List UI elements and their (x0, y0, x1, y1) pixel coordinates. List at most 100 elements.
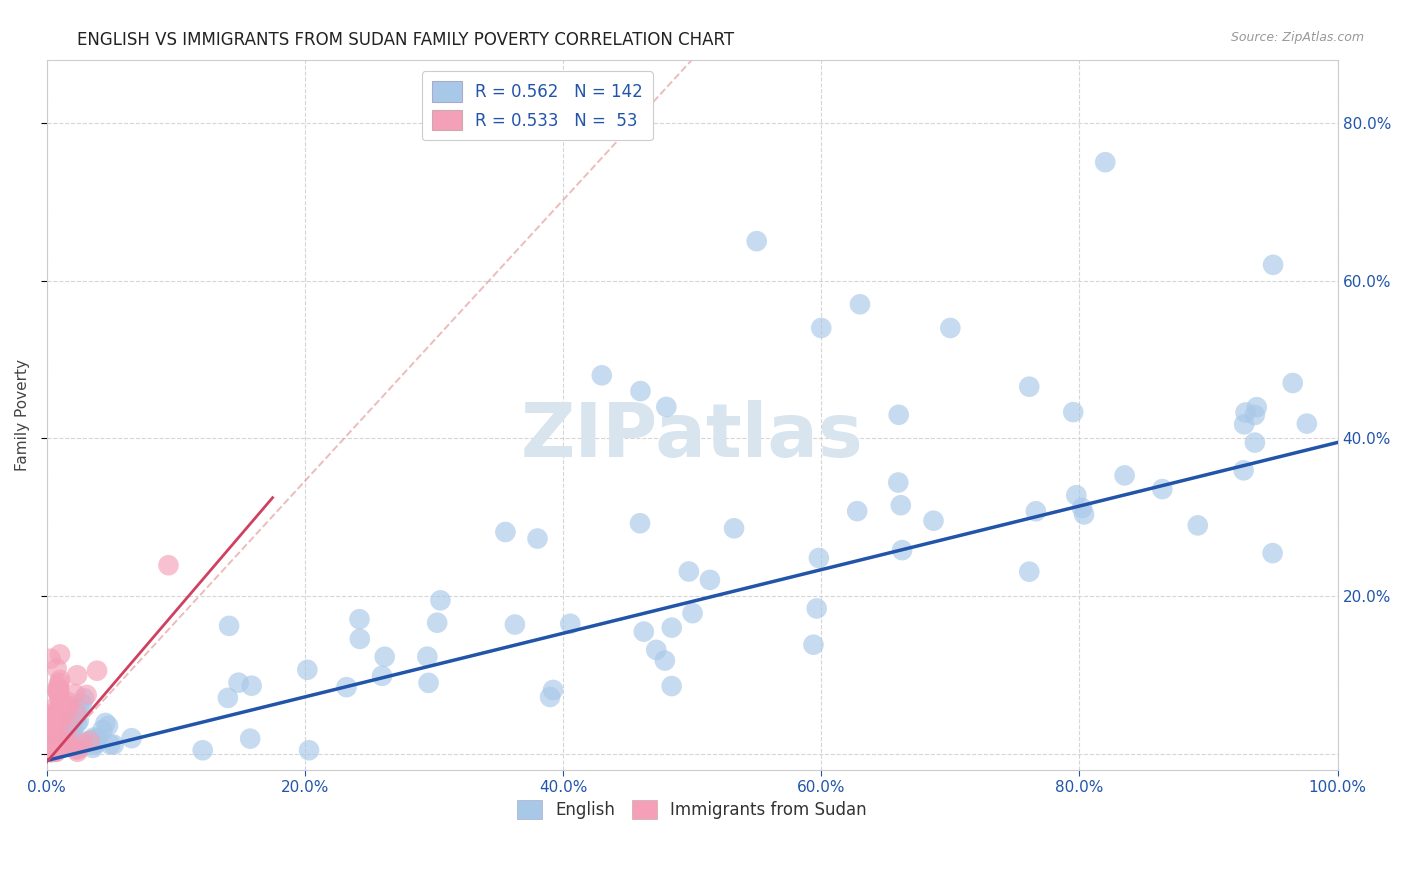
Point (42, 731, 65, 745)
Point (39, 745, 62, 759)
Point (1234, 405, 1257, 419)
Point (1066, 488, 1088, 502)
Point (494, 524, 516, 539)
Point (49, 723, 72, 737)
Point (63, 687, 86, 701)
Point (56, 737, 79, 751)
Point (922, 514, 945, 528)
Text: ZIPatlas: ZIPatlas (520, 400, 863, 473)
Point (1243, 408, 1265, 422)
Point (349, 632, 371, 646)
Point (46, 686, 69, 700)
Point (426, 615, 449, 630)
Point (44, 701, 66, 715)
Point (41, 723, 63, 737)
Point (371, 669, 394, 683)
Point (83, 738, 105, 752)
Point (429, 593, 451, 607)
Point (890, 498, 912, 512)
Point (633, 624, 655, 639)
Point (1246, 400, 1268, 414)
Point (73, 691, 96, 706)
Point (86, 731, 108, 746)
Point (803, 638, 825, 652)
Point (65, 706, 87, 720)
Point (48, 682, 70, 697)
Point (939, 321, 962, 335)
Point (503, 617, 526, 632)
Point (39, 722, 62, 736)
Point (41, 739, 63, 753)
Point (418, 676, 440, 690)
Point (44, 722, 66, 736)
Point (46, 680, 69, 694)
Point (48, 739, 70, 754)
Point (72, 737, 94, 751)
Point (60, 739, 83, 754)
Point (84, 736, 107, 750)
Point (526, 532, 548, 546)
Point (49, 726, 72, 740)
Point (1261, 546, 1284, 560)
Point (42, 721, 65, 735)
Point (810, 321, 832, 335)
Point (1261, 258, 1284, 272)
Point (335, 680, 357, 694)
Point (560, 616, 582, 631)
Point (42, 734, 65, 748)
Point (42, 721, 65, 735)
Point (42, 745, 65, 759)
Point (42, 742, 65, 756)
Point (1281, 376, 1303, 390)
Point (103, 738, 125, 752)
Point (70, 697, 93, 711)
Point (891, 543, 914, 558)
Point (45, 661, 67, 675)
Point (217, 690, 239, 705)
Point (52, 696, 75, 710)
Point (45, 738, 67, 752)
Point (35, 723, 58, 738)
Point (62, 721, 84, 735)
Point (38, 726, 60, 740)
Point (52, 698, 75, 713)
Point (56, 734, 79, 748)
Point (39, 706, 62, 721)
Point (1025, 504, 1047, 518)
Point (591, 368, 613, 383)
Point (39, 745, 62, 759)
Point (49, 673, 72, 687)
Point (44, 723, 66, 738)
Point (239, 731, 262, 746)
Point (52, 736, 75, 750)
Point (48, 734, 70, 748)
Point (39, 738, 62, 752)
Point (1187, 518, 1209, 533)
Point (699, 573, 721, 587)
Point (66, 668, 89, 682)
Point (45, 732, 67, 747)
Point (76, 688, 98, 702)
Point (53, 735, 76, 749)
Point (97, 719, 120, 733)
Point (70, 739, 93, 754)
Point (45, 712, 67, 726)
Y-axis label: Family Poverty: Family Poverty (15, 359, 30, 471)
Point (66, 745, 89, 759)
Text: Source: ZipAtlas.com: Source: ZipAtlas.com (1230, 31, 1364, 45)
Point (37, 733, 59, 747)
Point (80, 732, 103, 747)
Point (745, 234, 768, 248)
Point (678, 565, 700, 579)
Point (82, 740, 104, 755)
Point (79, 734, 101, 748)
Point (46, 684, 69, 698)
Point (1233, 417, 1256, 432)
Point (807, 551, 830, 566)
Point (91, 723, 114, 737)
Point (62, 724, 84, 739)
Point (39, 745, 62, 759)
Point (53, 707, 76, 722)
Point (1071, 501, 1094, 516)
Legend: English, Immigrants from Sudan: English, Immigrants from Sudan (510, 793, 873, 826)
